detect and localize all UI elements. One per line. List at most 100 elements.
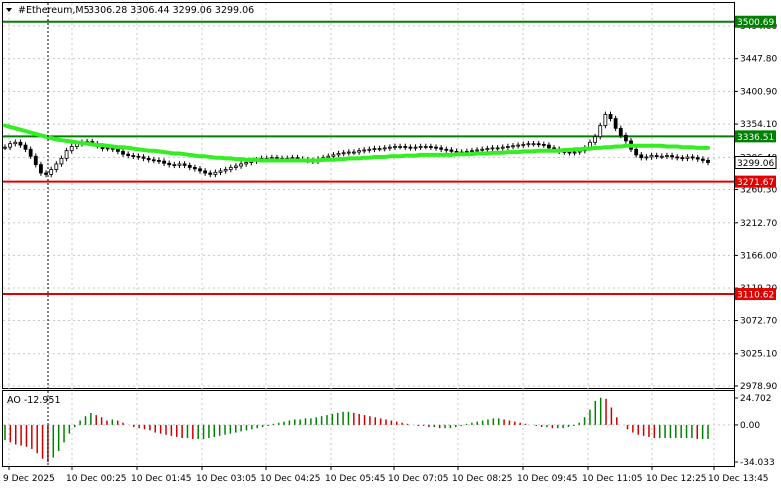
candle-body — [500, 146, 505, 149]
time-tick-label: 10 Dec 12:25 — [646, 474, 707, 484]
candle-body — [244, 162, 249, 165]
candle-body — [182, 163, 187, 166]
candle-body — [213, 171, 218, 175]
time-tick-label: 10 Dec 13:45 — [708, 474, 769, 484]
candle-body — [387, 146, 392, 149]
current-price-label: 3299.06 — [737, 159, 774, 169]
candle-body — [18, 141, 23, 146]
candle-body — [434, 146, 438, 149]
candle-body — [167, 162, 172, 166]
candle-body — [23, 144, 28, 150]
candle-body — [670, 155, 674, 158]
candle-body — [172, 164, 177, 167]
candle-body — [423, 146, 428, 148]
candle-body — [644, 156, 649, 159]
candle-body — [331, 154, 336, 157]
time-tick-label: 10 Dec 00:25 — [66, 474, 127, 484]
candle-body — [346, 151, 351, 154]
candle-body — [659, 155, 664, 158]
price-tick-label: 3400.90 — [740, 87, 777, 97]
level-green-top-label: 3500.69 — [737, 18, 774, 28]
candle-body — [33, 155, 38, 166]
time-tick-label: 9 Dec 2025 — [3, 474, 55, 484]
candle-body — [69, 146, 74, 152]
candle-body — [13, 141, 18, 145]
candle-body — [372, 148, 377, 150]
candle-body — [572, 151, 577, 154]
ao-histogram — [3, 397, 734, 462]
candle-body — [382, 147, 387, 150]
candle-body — [28, 148, 33, 157]
grid — [3, 3, 734, 466]
ao-pane-frame — [2, 390, 735, 467]
candle-body — [700, 158, 705, 161]
ao-axis-ticks: 24.702 0.00 -34.033 — [734, 394, 775, 468]
candle-body — [151, 159, 156, 162]
candle-body — [234, 165, 238, 168]
candle-body — [362, 149, 367, 152]
candle-body — [393, 146, 397, 148]
candle-body — [654, 155, 659, 157]
candle-body — [177, 163, 182, 166]
candle-body — [547, 144, 551, 149]
price-tick-label: 3260.30 — [740, 186, 777, 196]
price-tick-label: 3354.10 — [740, 120, 777, 130]
price-tick-label: 3166.00 — [740, 251, 777, 261]
candle-body — [449, 149, 454, 152]
horizontal-levels[interactable] — [3, 20, 734, 296]
candle-body — [490, 147, 495, 150]
time-tick-label: 10 Dec 01:45 — [131, 474, 192, 484]
candle-body — [408, 146, 413, 149]
price-tick-label: 3447.80 — [740, 55, 777, 65]
candle-body — [192, 167, 197, 170]
candle-body — [690, 156, 695, 159]
candle-body — [598, 125, 603, 138]
candle-body — [357, 150, 361, 153]
candle-body — [126, 153, 131, 156]
time-tick-label: 10 Dec 11:05 — [582, 474, 643, 484]
time-tick-label: 10 Dec 08:25 — [452, 474, 513, 484]
candle-body — [208, 172, 213, 175]
level-labels: 3500.69 3336.51 3271.67 3110.62 3299.06 — [734, 15, 777, 301]
candle-body — [336, 153, 341, 156]
level-green-mid-label: 3336.51 — [737, 133, 774, 143]
candle-body — [54, 163, 59, 170]
candle-body — [115, 148, 120, 152]
candle-body — [64, 150, 69, 159]
candle-body — [413, 146, 418, 149]
candle-body — [536, 143, 541, 146]
candle-body — [39, 164, 43, 174]
dropdown-triangle-icon[interactable] — [6, 8, 12, 12]
candle-body — [326, 155, 331, 159]
candle-body — [146, 157, 151, 161]
time-axis-ticks: 9 Dec 2025 10 Dec 00:25 10 Dec 01:45 10 Dec… — [3, 466, 769, 484]
candle-body — [511, 145, 515, 148]
candle-body — [675, 156, 680, 159]
candle-body — [649, 155, 654, 158]
candle-body — [695, 157, 700, 160]
candle-body — [470, 150, 474, 153]
candle-body — [516, 144, 521, 147]
candle-body — [685, 156, 690, 159]
candle-body — [105, 147, 110, 150]
candle-body — [59, 157, 64, 165]
candle-body — [475, 149, 479, 152]
candle-body — [526, 143, 531, 146]
candle-body — [541, 143, 546, 146]
price-pane-frame — [2, 2, 735, 389]
candle-body — [521, 143, 526, 146]
candle-body — [377, 148, 382, 150]
ao-tick-label: 0.00 — [740, 421, 760, 431]
candle-body — [3, 146, 7, 149]
candle-body — [352, 151, 356, 154]
candle-body — [203, 170, 208, 174]
candle-body — [121, 150, 125, 155]
candle-body — [131, 155, 136, 157]
candle-body — [567, 151, 572, 154]
time-tick-label: 10 Dec 05:45 — [325, 474, 386, 484]
candle-body — [623, 134, 628, 142]
level-green-mid-label-bg — [735, 130, 776, 143]
candle-body — [680, 157, 685, 160]
candle-body — [8, 143, 13, 148]
